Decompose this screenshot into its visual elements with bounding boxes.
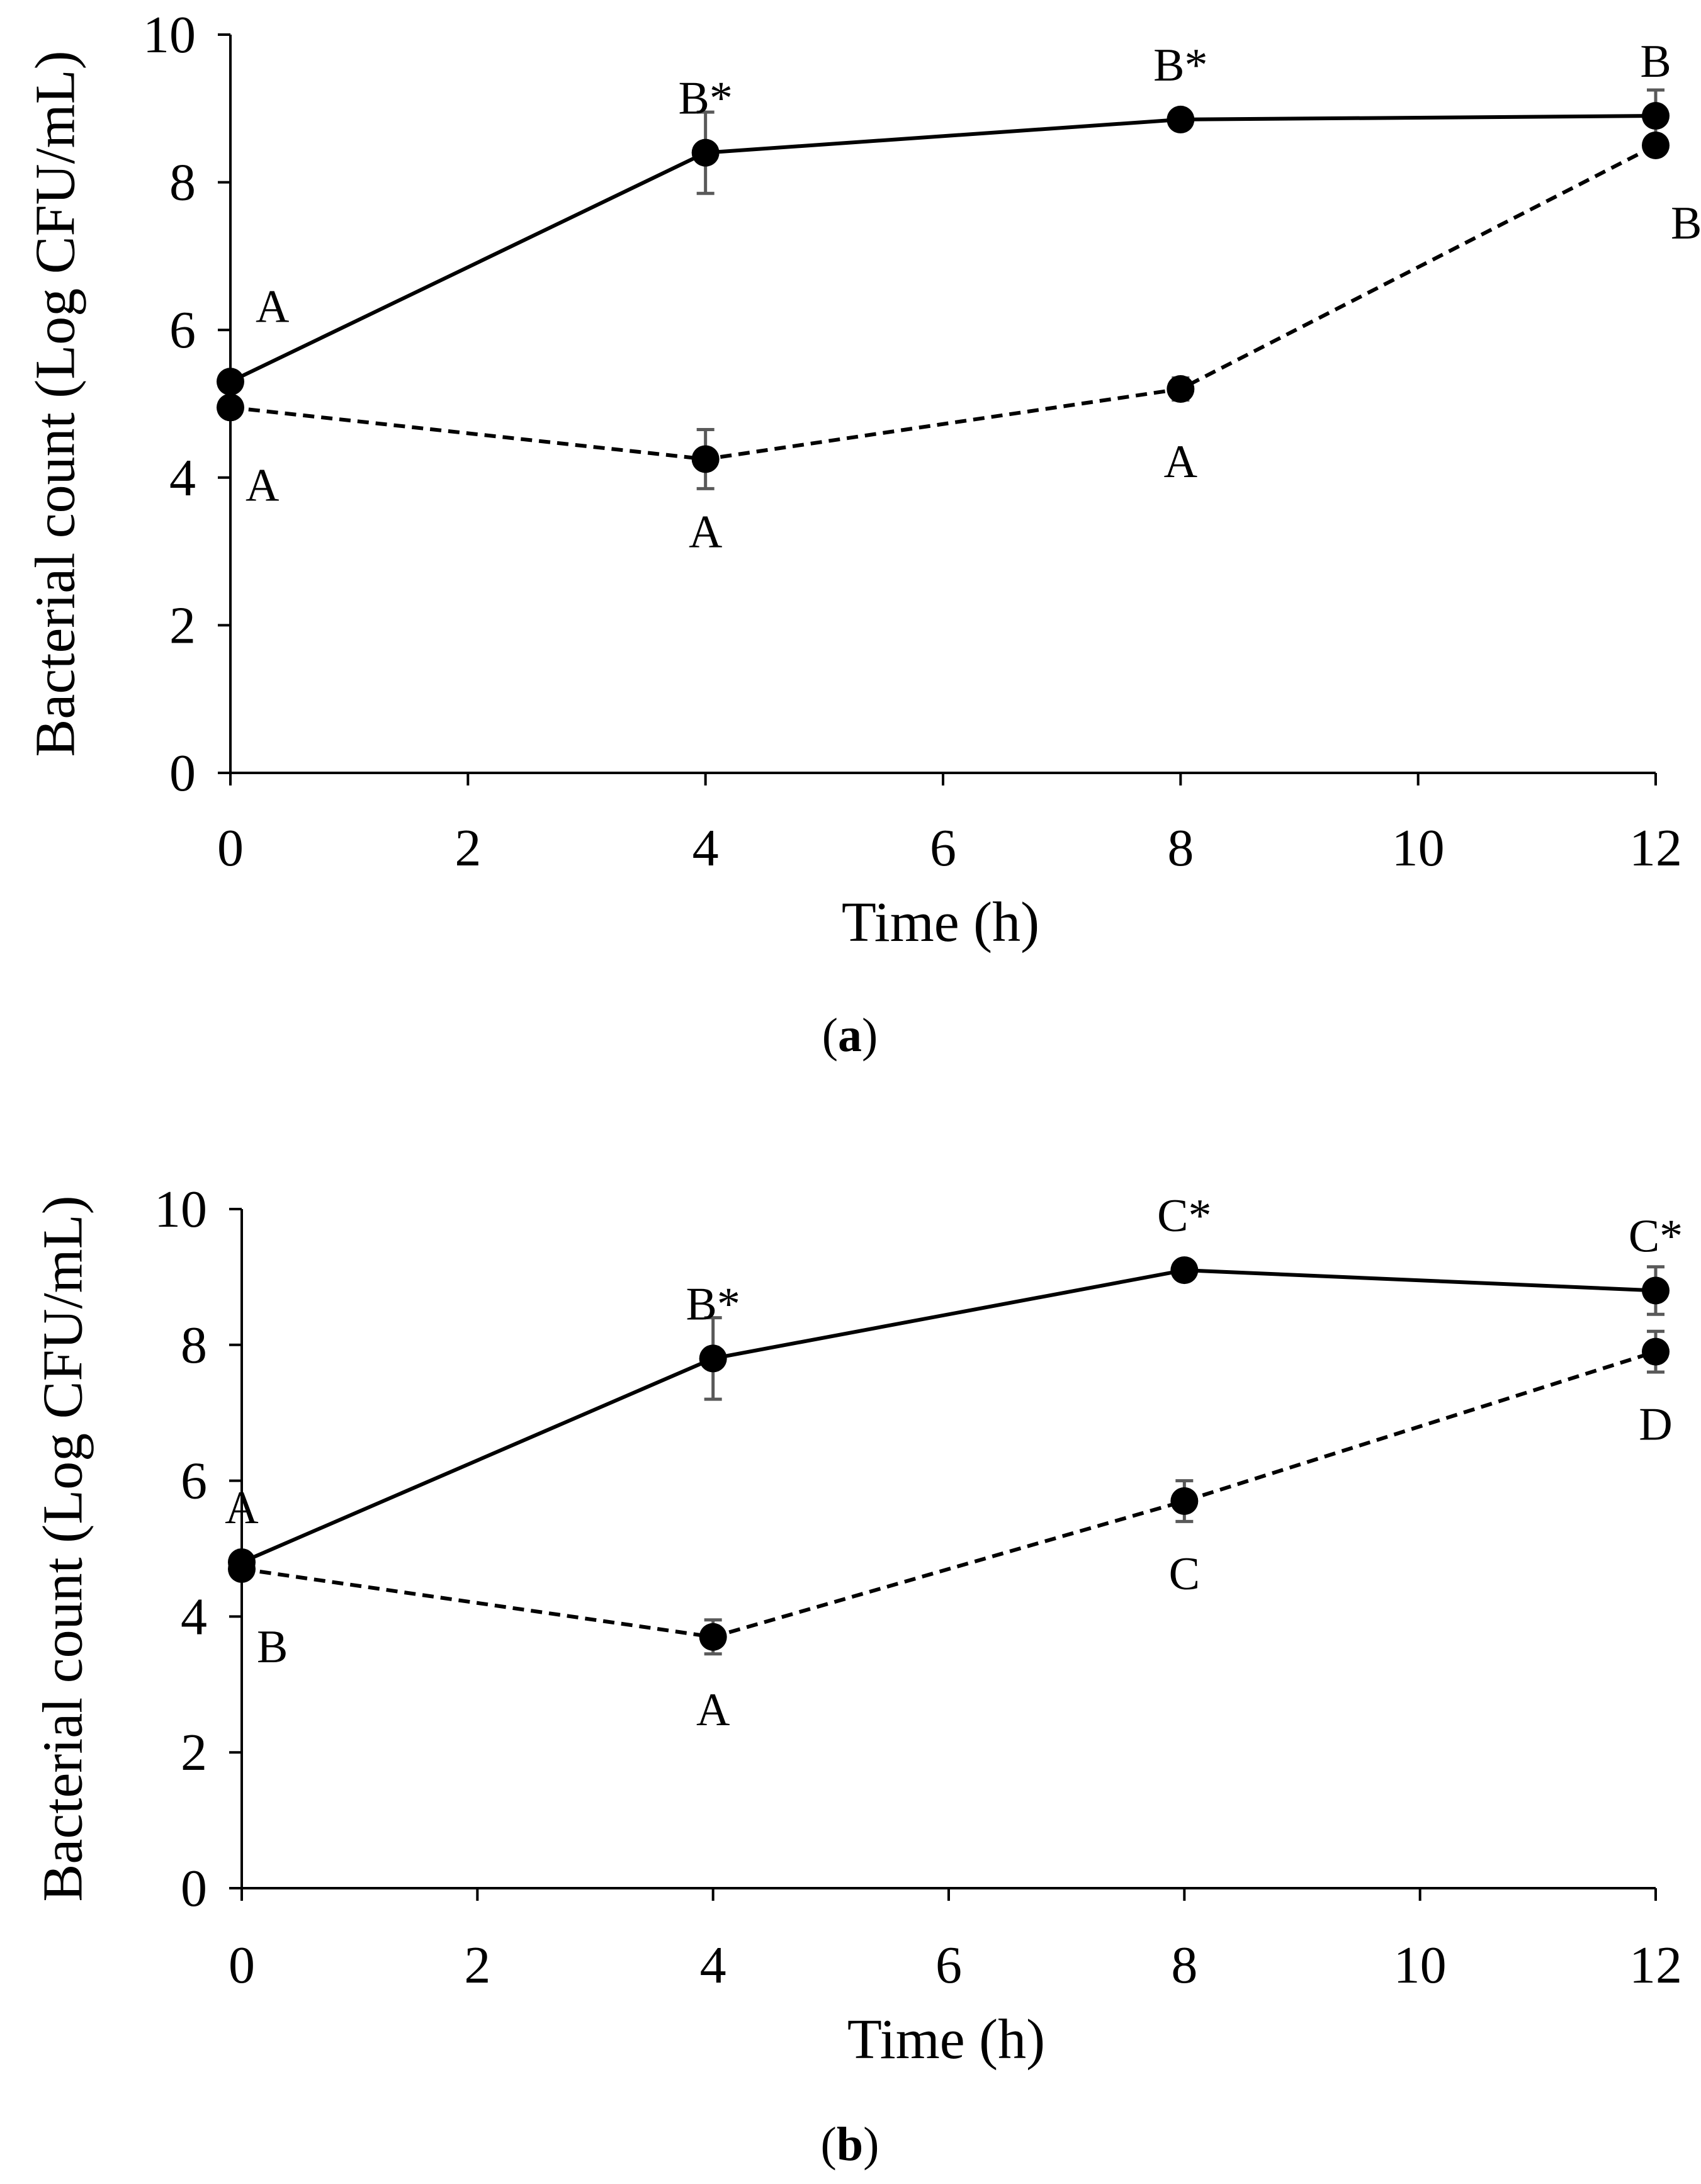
y-tick-label: 0 [181, 1859, 207, 1918]
significance-label: A [225, 1482, 258, 1534]
x-tick-label: 12 [1629, 1936, 1682, 1995]
data-point [1642, 1276, 1670, 1305]
data-point [228, 1555, 256, 1583]
x-tick-label: 0 [229, 1936, 255, 1995]
significance-label: C [1169, 1548, 1200, 1600]
significance-label: A [246, 459, 279, 511]
data-point [217, 368, 244, 396]
x-tick-label: 2 [455, 819, 481, 877]
x-tick-label: 12 [1629, 819, 1682, 877]
significance-label: B [257, 1621, 288, 1673]
y-tick-label: 8 [181, 1316, 207, 1375]
data-point [699, 1623, 727, 1651]
data-point [699, 1344, 727, 1373]
y-tick-label: 2 [169, 596, 196, 655]
y-tick-label: 8 [169, 154, 196, 212]
y-tick-label: 2 [181, 1723, 207, 1782]
x-tick-label: 0 [217, 819, 244, 877]
x-tick-label: 8 [1171, 1936, 1197, 1995]
significance-label: B* [678, 73, 732, 125]
y-axis-title: Bacterial count (Log CFU/mL) [32, 1195, 94, 1901]
chart-panel-a: 0 2 4 6 8 10 0 2 4 6 8 10 12 Time (h) Bacterial count … [25, 6, 1701, 1062]
dashed-series-line [241, 1349, 1656, 1639]
y-tick-label: 0 [169, 744, 196, 802]
data-point [217, 393, 244, 422]
x-tick-label: 6 [930, 819, 956, 877]
panel-caption-close: ) [863, 2118, 879, 2171]
panel-caption-close: ) [862, 1009, 878, 1062]
y-tick-label: 6 [181, 1452, 207, 1511]
y-tick-label: 6 [169, 301, 196, 359]
x-axis-title: Time (h) [842, 891, 1039, 954]
y-axis-title: Bacterial count (Log CFU/mL) [25, 50, 87, 757]
significance-label: A [1164, 436, 1197, 488]
x-axis-title: Time (h) [847, 2008, 1045, 2071]
y-tick-label: 10 [154, 1180, 207, 1239]
data-point [1642, 1337, 1670, 1366]
x-tick-label: 10 [1392, 819, 1445, 877]
significance-label: A [689, 506, 722, 558]
solid-series-line [240, 1268, 1656, 1564]
panel-caption-open: ( [821, 2118, 837, 2171]
significance-label: B [1640, 36, 1671, 87]
panel-caption-letter: a [838, 1009, 862, 1062]
solid-series-line [229, 114, 1656, 384]
significance-label: A [696, 1684, 730, 1736]
data-point [691, 445, 720, 473]
chart-panel-b: 0 2 4 6 8 10 0 2 4 6 8 10 12 Time (h) Bacterial count … [32, 1180, 1683, 2171]
significance-label: C* [1629, 1210, 1683, 1262]
data-point [691, 138, 720, 167]
panel-caption: (b) [821, 2118, 879, 2171]
data-point [1170, 1256, 1199, 1285]
panel-caption-letter: b [837, 2118, 863, 2171]
data-point [1167, 375, 1195, 403]
significance-label: B* [1153, 40, 1207, 91]
data-point [1170, 1487, 1199, 1515]
x-tick-label: 6 [935, 1936, 962, 1995]
data-point [1167, 105, 1195, 133]
y-tick-label: 4 [181, 1587, 207, 1646]
y-tick-label: 4 [169, 449, 196, 507]
x-tick-label: 10 [1394, 1936, 1447, 1995]
x-tick-label: 4 [692, 819, 719, 877]
data-point [1642, 131, 1670, 159]
y-tick-label: 10 [143, 6, 196, 64]
x-tick-label: 8 [1167, 819, 1194, 877]
significance-label: B* [686, 1278, 740, 1330]
significance-label: C* [1157, 1190, 1211, 1242]
panel-caption-open: ( [822, 1009, 838, 1062]
significance-label: B [1671, 198, 1701, 249]
x-tick-label: 4 [700, 1936, 726, 1995]
significance-label: A [256, 281, 289, 332]
dashed-series-line [230, 144, 1657, 461]
data-point [1642, 102, 1670, 130]
x-tick-label: 2 [464, 1936, 490, 1995]
significance-label: D [1639, 1399, 1672, 1451]
panel-caption: (a) [822, 1009, 878, 1062]
